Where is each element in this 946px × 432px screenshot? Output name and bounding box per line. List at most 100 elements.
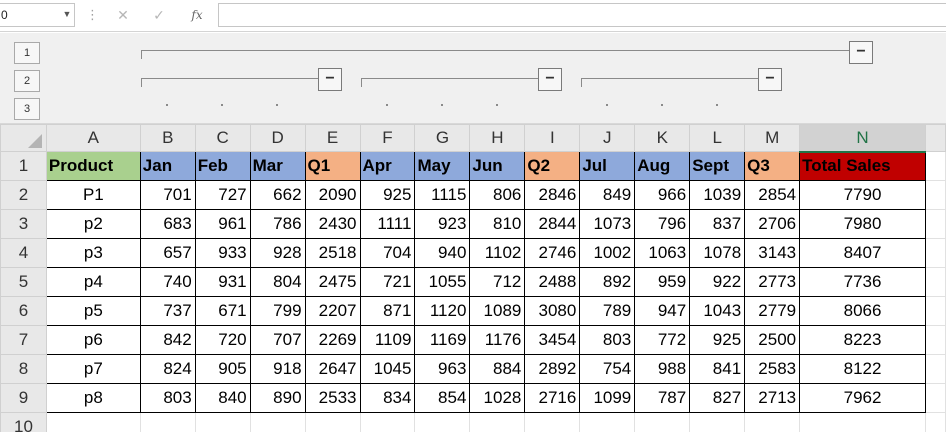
header-cell[interactable]: Jul [579,151,636,181]
cancel-icon[interactable]: ✕ [117,7,129,23]
row-header[interactable]: 6 [0,296,47,326]
header-cell[interactable]: Apr [359,151,416,181]
empty-cell[interactable] [634,412,691,432]
value-cell[interactable]: 2090 [304,180,361,210]
empty-cell[interactable] [925,180,946,210]
value-cell[interactable]: 840 [194,383,251,413]
check-icon[interactable]: ✓ [153,7,165,23]
value-cell[interactable]: 841 [689,354,746,384]
header-cell[interactable]: Product [45,151,141,181]
value-cell[interactable]: 1099 [579,383,636,413]
product-cell[interactable]: p2 [45,209,141,239]
value-cell[interactable]: 928 [249,238,306,268]
value-cell[interactable]: 701 [139,180,196,210]
column-header-i[interactable]: I [524,124,581,152]
value-cell[interactable]: 8223 [799,325,926,355]
value-cell[interactable]: 1109 [359,325,416,355]
empty-cell[interactable] [925,325,946,355]
value-cell[interactable]: 988 [634,354,691,384]
collapse-group-button-q2[interactable]: − [538,68,562,91]
empty-cell[interactable] [579,412,636,432]
row-header[interactable]: 9 [0,383,47,413]
collapse-group-button-q1[interactable]: − [318,68,342,91]
name-box-dropdown-icon[interactable]: ▼ [62,9,72,19]
product-cell[interactable]: p5 [45,296,141,326]
value-cell[interactable]: 1111 [359,209,416,239]
header-cell[interactable]: Sept [689,151,746,181]
empty-cell[interactable] [45,412,141,432]
value-cell[interactable]: 1039 [689,180,746,210]
value-cell[interactable]: 1176 [469,325,526,355]
value-cell[interactable]: 1028 [469,383,526,413]
value-cell[interactable]: 772 [634,325,691,355]
value-cell[interactable]: 2269 [304,325,361,355]
value-cell[interactable]: 1055 [414,267,471,297]
row-header[interactable]: 8 [0,354,47,384]
empty-cell[interactable] [925,354,946,384]
value-cell[interactable]: 2475 [304,267,361,297]
product-cell[interactable]: p7 [45,354,141,384]
value-cell[interactable]: 740 [139,267,196,297]
value-cell[interactable]: 806 [469,180,526,210]
value-cell[interactable]: 1002 [579,238,636,268]
value-cell[interactable]: 1089 [469,296,526,326]
value-cell[interactable]: 803 [139,383,196,413]
value-cell[interactable]: 1073 [579,209,636,239]
empty-cell[interactable] [524,412,581,432]
empty-cell[interactable] [744,412,801,432]
header-cell[interactable]: Aug [634,151,691,181]
value-cell[interactable]: 947 [634,296,691,326]
value-cell[interactable]: 827 [689,383,746,413]
empty-cell[interactable] [194,412,251,432]
header-cell[interactable]: Total Sales [799,151,926,181]
product-cell[interactable]: P1 [45,180,141,210]
value-cell[interactable]: 923 [414,209,471,239]
value-cell[interactable]: 925 [689,325,746,355]
value-cell[interactable]: 1120 [414,296,471,326]
value-cell[interactable]: 1115 [414,180,471,210]
formula-input[interactable] [218,3,946,27]
column-header-n[interactable]: N [799,124,926,153]
value-cell[interactable]: 922 [689,267,746,297]
value-cell[interactable]: 7962 [799,383,926,413]
row-header[interactable]: 1 [0,151,47,181]
value-cell[interactable]: 824 [139,354,196,384]
value-cell[interactable]: 727 [194,180,251,210]
header-cell[interactable]: Mar [249,151,306,181]
empty-cell[interactable] [469,412,526,432]
empty-cell[interactable] [925,267,946,297]
empty-cell[interactable] [799,412,926,432]
column-header-k[interactable]: K [634,124,691,152]
value-cell[interactable]: 712 [469,267,526,297]
row-header[interactable]: 2 [0,180,47,210]
value-cell[interactable]: 854 [414,383,471,413]
header-cell[interactable]: Jun [469,151,526,181]
value-cell[interactable]: 2746 [524,238,581,268]
row-header[interactable]: 5 [0,267,47,297]
empty-cell[interactable] [925,151,946,181]
value-cell[interactable]: 2713 [744,383,801,413]
value-cell[interactable]: 2488 [524,267,581,297]
value-cell[interactable]: 1043 [689,296,746,326]
value-cell[interactable]: 918 [249,354,306,384]
column-header-b[interactable]: B [139,124,196,152]
value-cell[interactable]: 8407 [799,238,926,268]
column-header-h[interactable]: H [469,124,526,152]
value-cell[interactable]: 834 [359,383,416,413]
value-cell[interactable]: 837 [689,209,746,239]
value-cell[interactable]: 849 [579,180,636,210]
value-cell[interactable]: 2533 [304,383,361,413]
header-cell[interactable]: Q1 [304,151,361,181]
value-cell[interactable]: 3143 [744,238,801,268]
header-cell[interactable]: Q2 [524,151,581,181]
value-cell[interactable]: 892 [579,267,636,297]
value-cell[interactable]: 2583 [744,354,801,384]
value-cell[interactable]: 657 [139,238,196,268]
value-cell[interactable]: 8122 [799,354,926,384]
value-cell[interactable]: 707 [249,325,306,355]
empty-cell[interactable] [925,412,946,432]
value-cell[interactable]: 3080 [524,296,581,326]
value-cell[interactable]: 737 [139,296,196,326]
value-cell[interactable]: 961 [194,209,251,239]
row-header[interactable]: 7 [0,325,47,355]
